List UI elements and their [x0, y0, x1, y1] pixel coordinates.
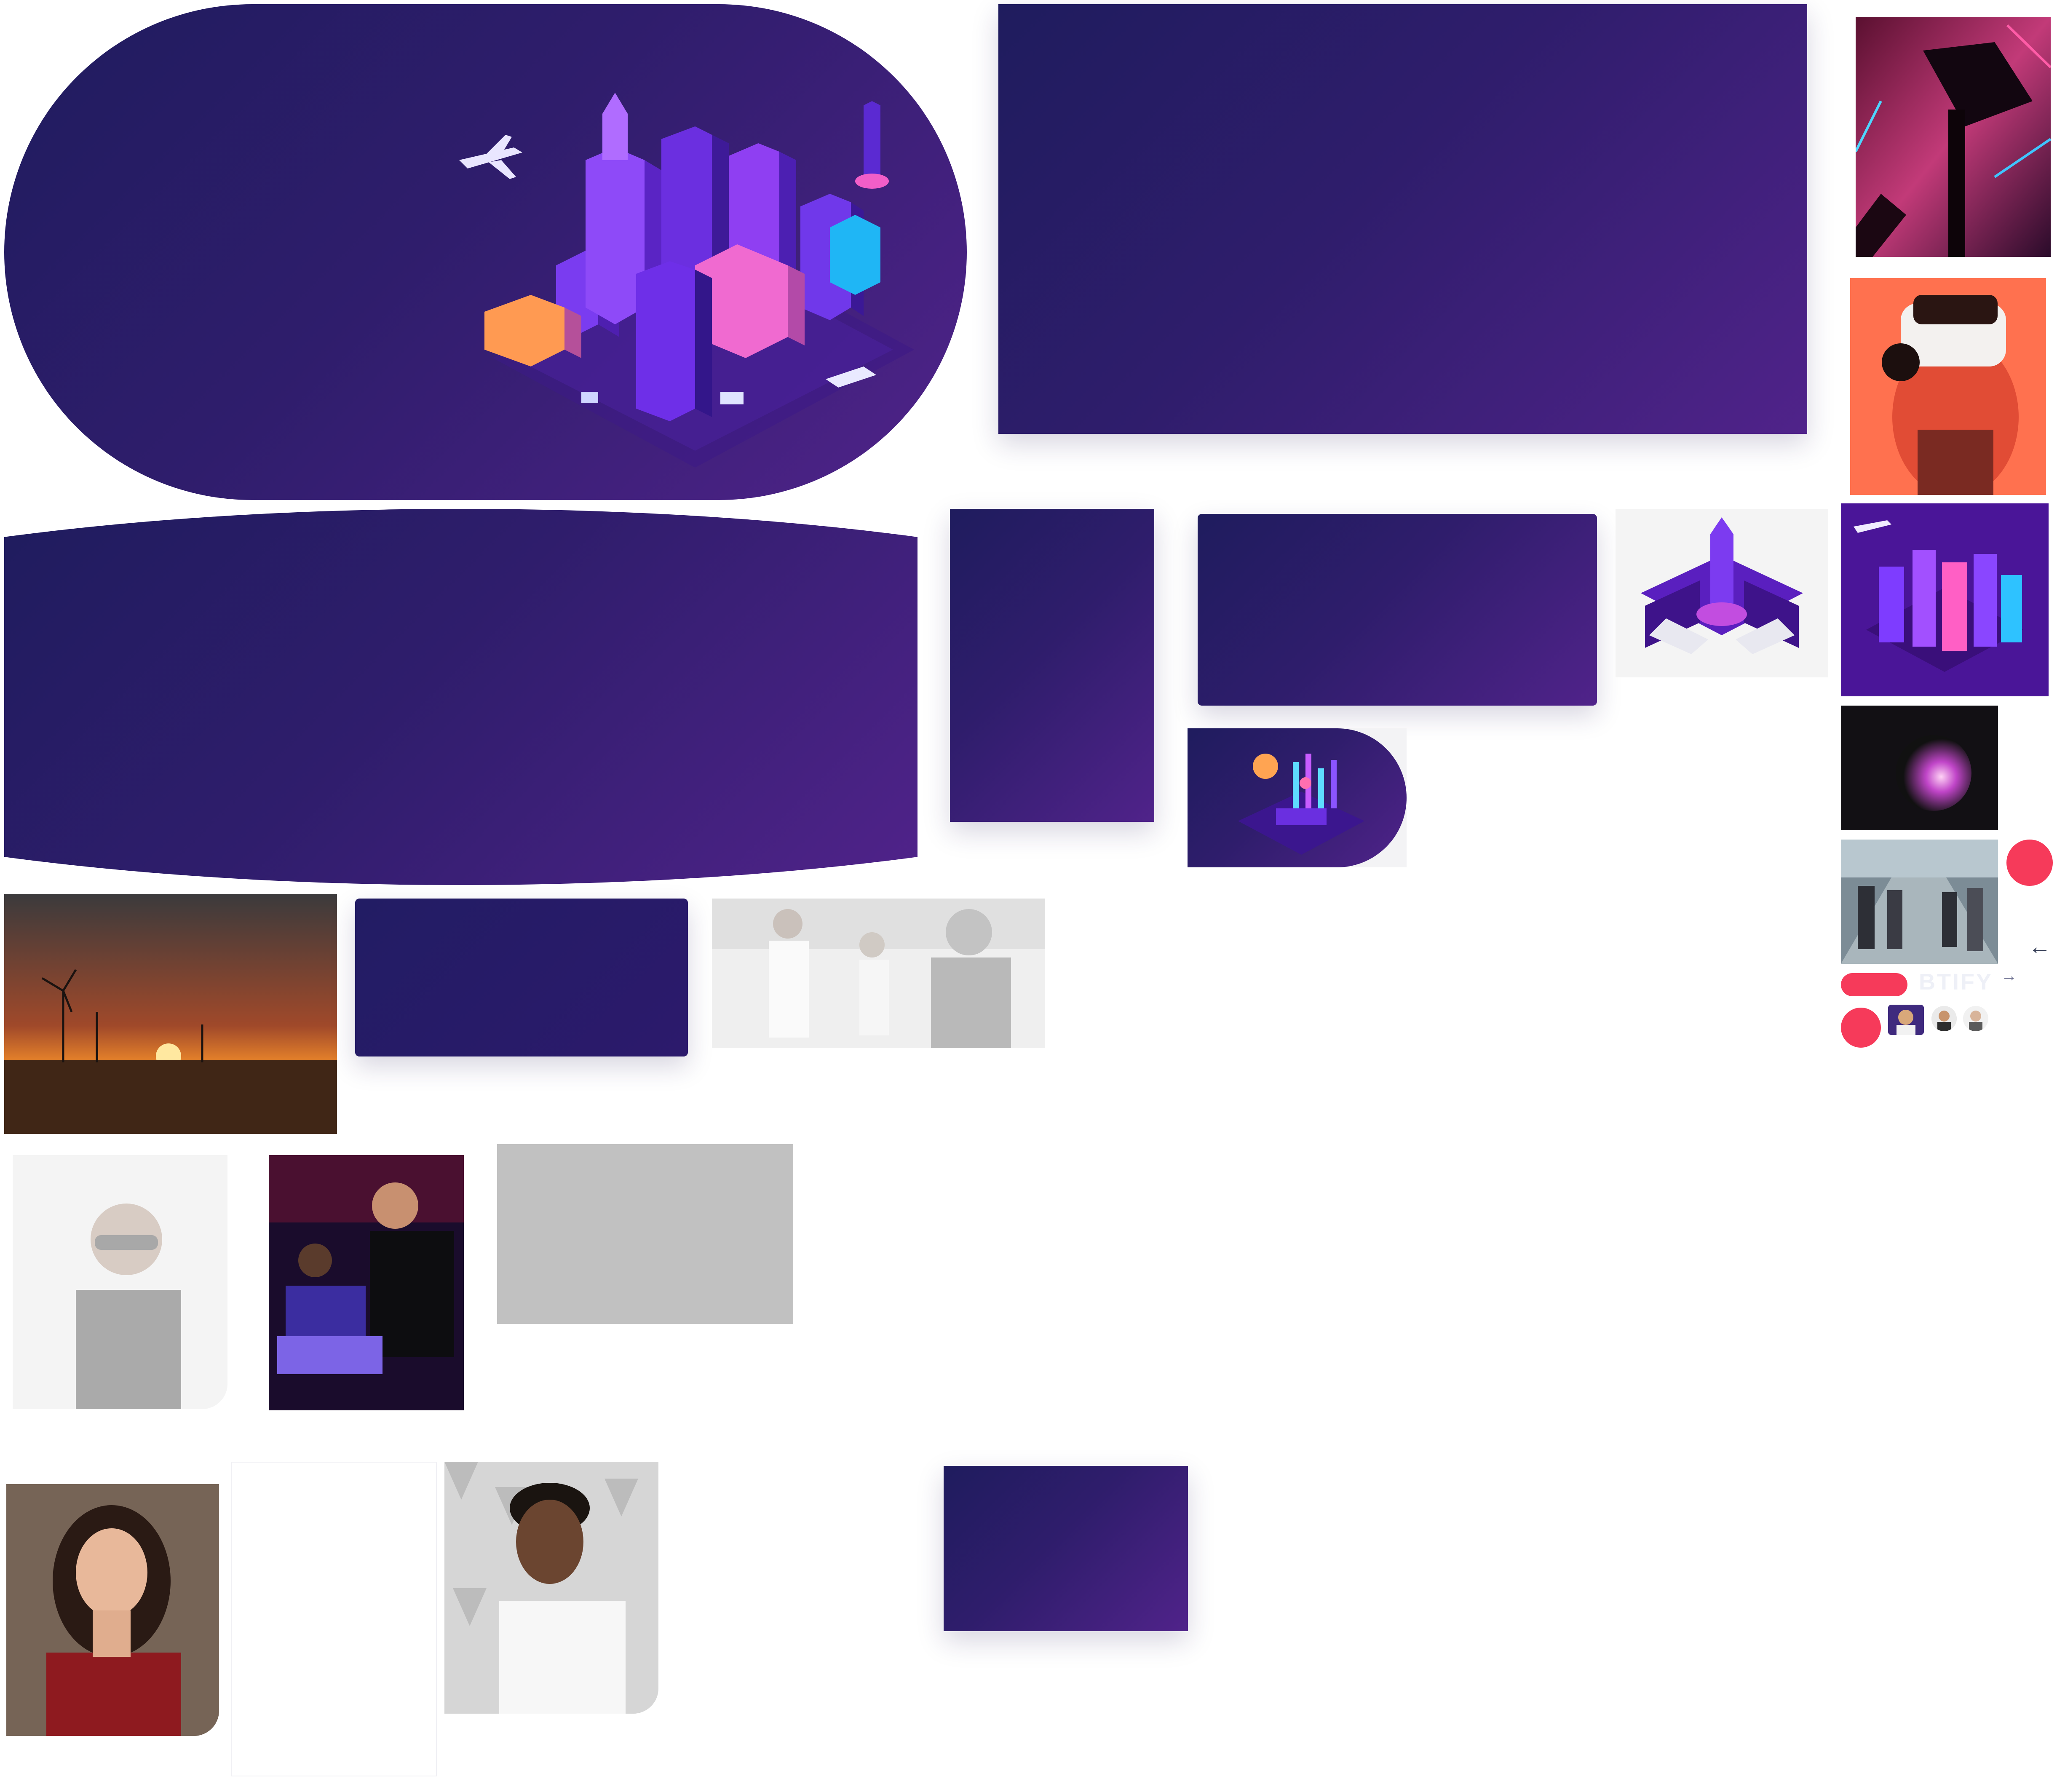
avatar-image: [1963, 1006, 1988, 1031]
image-placeholder: [497, 1144, 793, 1324]
isometric-analytics-image: [1238, 754, 1364, 855]
smiling-woman-photo: [6, 1484, 219, 1736]
isometric-rocket-image: [1616, 509, 1828, 677]
sunglasses-man-photo: [13, 1155, 227, 1409]
camera-crane-image: [1856, 17, 2051, 257]
purple-feature-card-large: [998, 4, 1807, 434]
smart-city-illustration: [459, 93, 914, 468]
sunglasses-man-image: [13, 1155, 227, 1409]
coder-laptop-photo: [269, 1155, 464, 1410]
avatar: [1963, 1006, 1988, 1031]
slider-indicator-dot[interactable]: [2006, 840, 2053, 886]
hero-pill-banner: [4, 4, 967, 500]
vr-headset-image: [1850, 278, 2046, 495]
meeting-image: [712, 899, 1045, 1048]
office-meeting-photo: [712, 899, 1045, 1048]
curved-banner: [4, 509, 917, 885]
prev-arrow-button[interactable]: ←: [2028, 934, 2051, 959]
woman-image: [6, 1484, 219, 1736]
next-arrow-button[interactable]: →: [2001, 967, 2017, 985]
city-illustration-tile: [1841, 503, 2049, 696]
avatar: [1888, 1005, 1924, 1035]
smiling-man-image: [444, 1462, 658, 1714]
commuters-image: [1841, 840, 1998, 964]
purple-feature-card-bottom: [944, 1466, 1188, 1631]
plasma-ball-image: [1841, 706, 1998, 830]
avatar-image: [1931, 1006, 1957, 1031]
accent-dot: [1841, 1008, 1881, 1048]
blank-card: [231, 1462, 437, 1776]
ghost-brand-label: BTIFY: [1919, 969, 1993, 995]
avatar-image: [1888, 1005, 1924, 1035]
camera-crane-photo: [1856, 17, 2051, 257]
coder-image: [269, 1155, 464, 1410]
purple-feature-card-tall: [950, 509, 1154, 822]
avatar: [1931, 1006, 1957, 1031]
smiling-man-photo: [444, 1462, 658, 1714]
plasma-ball-photo: [1841, 706, 1998, 830]
rocket-laptops-illustration: [1616, 509, 1828, 677]
windmills-sunset-photo: [4, 894, 337, 1134]
commuters-photo: [1841, 840, 1998, 964]
analytics-illustration: [1188, 728, 1407, 867]
slider-progress-pill[interactable]: [1841, 973, 1907, 996]
isometric-city-image: [1841, 503, 2049, 696]
vr-headset-photo: [1850, 278, 2046, 495]
windmills-image: [4, 894, 337, 1134]
purple-feature-card-medium: [1198, 514, 1597, 706]
purple-feature-card-small: [355, 899, 688, 1056]
